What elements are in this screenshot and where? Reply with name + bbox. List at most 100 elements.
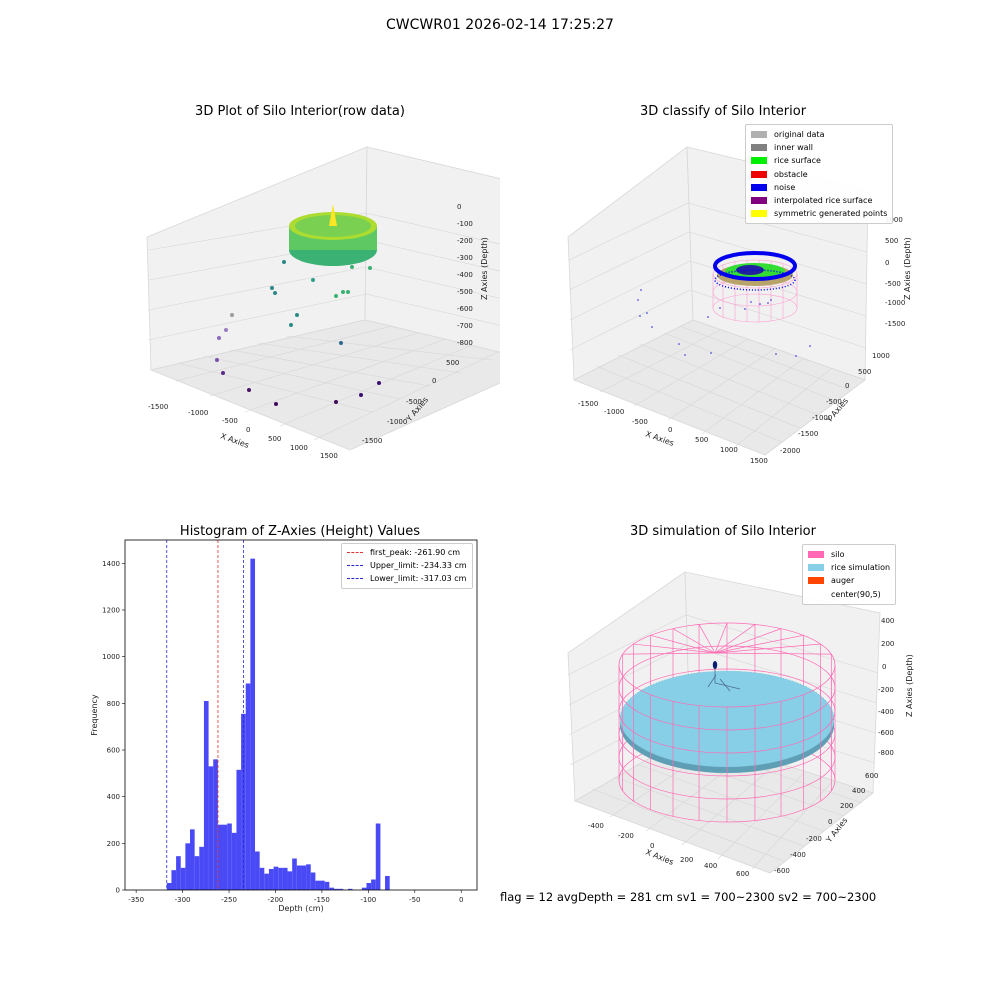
legend-swatch <box>751 170 767 178</box>
data-point <box>273 291 277 295</box>
tick-label: 1500 <box>750 457 768 465</box>
tick-label: 1000 <box>885 216 903 224</box>
tick-label: -500 <box>457 288 473 296</box>
histogram-bar <box>324 881 330 890</box>
tick-label: -500 <box>406 398 422 406</box>
data-point <box>217 336 221 340</box>
silo-roof-rib <box>622 652 716 655</box>
legend-item: symmetric generated points <box>751 207 887 220</box>
histogram-frame <box>124 539 478 891</box>
tick-label: 400 <box>852 787 865 795</box>
legend-item: rice surface <box>751 154 887 167</box>
tick-label: -300 <box>175 896 191 904</box>
noise-lower-ring <box>714 269 796 291</box>
histogram-bar <box>222 824 228 890</box>
noise-point <box>639 315 641 317</box>
legend-label: silo <box>831 550 845 560</box>
histogram-bar <box>329 887 334 890</box>
legend-swatch <box>751 144 767 152</box>
histogram-bar <box>310 872 316 890</box>
noise-point <box>710 352 712 354</box>
data-point <box>215 358 219 362</box>
data-point <box>334 294 338 298</box>
tick-label: 600 <box>107 747 120 755</box>
legend-swatch <box>751 131 767 139</box>
tick-label: -100 <box>457 220 473 228</box>
tick-label: -400 <box>588 822 604 830</box>
data-point <box>289 323 293 327</box>
legend-item: original data <box>751 128 887 141</box>
tick-label: 400 <box>107 793 120 801</box>
histogram-xlabel: Depth (cm) <box>278 904 323 913</box>
tick-label: -500 <box>826 398 842 406</box>
noise-point <box>637 299 639 301</box>
tick-label: -800 <box>878 749 894 757</box>
histogram-bar <box>278 867 283 890</box>
histogram-bar <box>213 759 218 890</box>
auger-arm <box>719 678 731 692</box>
status-line: flag = 12 avgDepth = 281 cm sv1 = 700~23… <box>500 890 877 904</box>
data-point <box>247 388 251 392</box>
histogram-bar <box>231 832 237 890</box>
data-point <box>311 278 315 282</box>
tick-label: -600 <box>878 729 894 737</box>
tick-label: 0 <box>885 259 889 267</box>
histogram-bar <box>320 880 325 890</box>
panel1-title: 3D Plot of Silo Interior(row data) <box>195 104 405 119</box>
panel1-scatter-points <box>215 260 381 406</box>
data-point <box>334 400 338 404</box>
tick-label: 0 <box>845 382 849 390</box>
noise-point <box>750 301 752 303</box>
silo-roof-rib <box>714 652 832 655</box>
data-point <box>359 393 363 397</box>
data-point <box>270 286 274 290</box>
silo-roof-rib <box>714 624 756 654</box>
histogram-bar <box>217 824 223 890</box>
noise-point <box>795 355 797 357</box>
data-point <box>230 313 234 317</box>
panel1-yticks: -1500 -1000 -500 0 500 <box>362 359 459 445</box>
tick-label: 0 <box>116 887 120 895</box>
tick-label: -200 <box>618 832 634 840</box>
tick-label: -1500 <box>798 430 818 438</box>
panel2-zticks: 1000 500 0 -500 -1000 -1500 <box>885 216 905 328</box>
tick-label: -300 <box>457 254 473 262</box>
silo-roof-rib <box>714 622 728 654</box>
histogram-bar <box>366 883 372 890</box>
legend-item: silo <box>808 548 890 561</box>
tick-label: 800 <box>107 700 120 708</box>
tick-label: -600 <box>774 867 790 875</box>
tick-label: 200 <box>840 802 853 810</box>
data-point <box>274 402 278 406</box>
histogram-bar <box>287 871 293 890</box>
histogram-bar <box>292 858 297 890</box>
tick-label: -200 <box>806 835 822 843</box>
noise-point <box>744 308 746 310</box>
histogram-bar <box>273 866 279 890</box>
tick-label: 0 <box>457 203 461 211</box>
panel2-classified-cloud <box>712 251 798 323</box>
panel4-zticks: 400 200 0 -200 -400 -600 -800 <box>878 617 894 757</box>
data-point <box>282 260 286 264</box>
histogram-bar <box>199 846 204 890</box>
legend-line <box>347 578 363 580</box>
tick-label: -1000 <box>604 408 624 416</box>
histogram-bar <box>259 867 265 890</box>
silo-roof-rib <box>672 628 716 654</box>
panel4-yticks: -600 -400 -200 0 200 400 600 <box>774 772 878 875</box>
histogram-bar <box>250 558 256 890</box>
panel1-xticks: -1500 -1000 -500 0 500 1000 1500 <box>148 403 338 460</box>
tick-label: -1000 <box>812 414 832 422</box>
tick-label: 500 <box>446 359 459 367</box>
legend-line <box>347 552 363 554</box>
histogram-bar <box>347 888 353 890</box>
silo-wireframe-front <box>618 664 836 823</box>
silo-roof-rib <box>650 634 716 654</box>
auger <box>707 667 741 692</box>
tick-label: -700 <box>457 322 473 330</box>
legend-label: symmetric generated points <box>774 209 888 219</box>
noise-point <box>684 354 686 356</box>
tick-label: -200 <box>268 896 284 904</box>
tick-label: 500 <box>268 435 281 443</box>
data-point <box>368 266 372 270</box>
